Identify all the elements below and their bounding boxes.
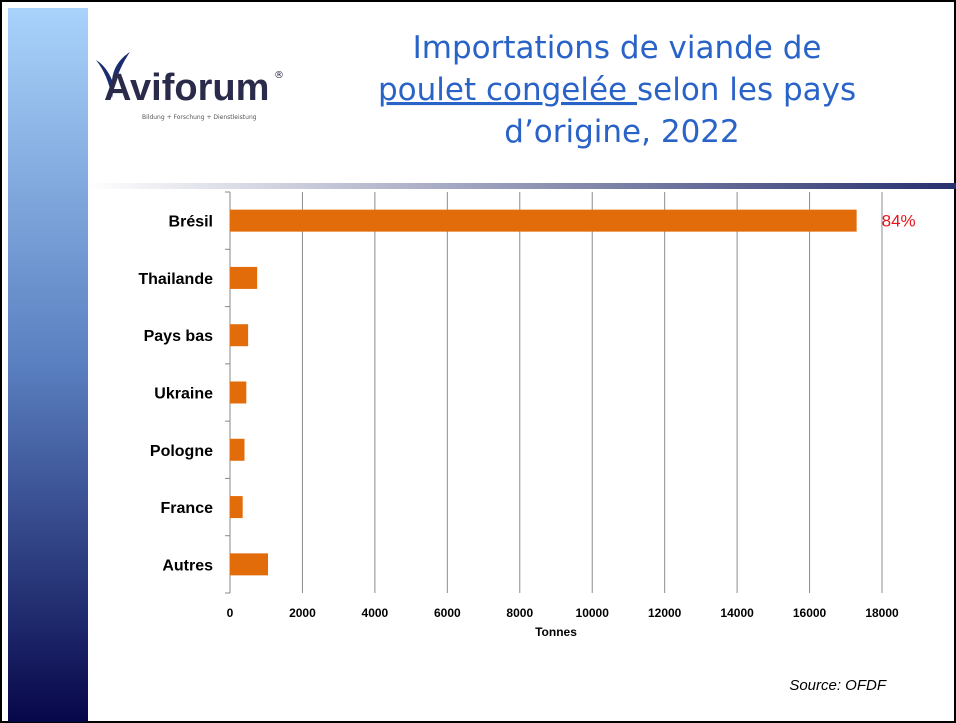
chart-title: Importations de viande de poulet congelé… (378, 30, 866, 150)
side-strip (8, 8, 88, 722)
x-tick-label: 0 (227, 606, 234, 620)
logo-name: Aviforum (104, 67, 269, 109)
logo-swoosh (96, 52, 130, 98)
bar (230, 381, 247, 404)
bar (230, 209, 857, 232)
y-tick-label: Brésil (169, 214, 213, 231)
bar (230, 324, 249, 347)
y-tick-label: Ukraine (154, 386, 213, 403)
x-tick-label: 14000 (720, 606, 754, 620)
x-tick-label: 2000 (289, 606, 316, 620)
y-tick-label: Pays bas (144, 328, 213, 345)
bar (230, 496, 243, 519)
x-tick-label: 10000 (576, 606, 610, 620)
title-underlined: poulet congelée (378, 72, 637, 108)
y-tick-label: France (161, 500, 214, 517)
x-tick-label: 4000 (362, 606, 389, 620)
x-tick-label: 16000 (793, 606, 827, 620)
bar (230, 266, 258, 289)
source-note: Source: OFDF (789, 677, 887, 694)
title-line: Importations de viande de (413, 30, 822, 66)
title-line: selon les pays (637, 72, 856, 108)
logo-registered: ® (274, 70, 284, 81)
logo-tagline: Bildung + Forschung + Dienstleistung (142, 114, 257, 121)
header-rule (88, 183, 956, 189)
x-axis-label: Tonnes (535, 625, 577, 639)
y-tick-label: Autres (162, 557, 213, 574)
bar (230, 438, 245, 461)
bar-annotation: 84% (882, 212, 916, 231)
bar (230, 553, 269, 576)
title-line: d’origine, 2022 (504, 114, 739, 150)
x-tick-label: 8000 (506, 606, 533, 620)
x-tick-label: 12000 (648, 606, 682, 620)
y-tick-label: Pologne (150, 443, 213, 460)
x-tick-label: 6000 (434, 606, 461, 620)
y-tick-label: Thailande (138, 271, 213, 288)
x-tick-label: 18000 (865, 606, 899, 620)
logo: Aviforum ® Bildung + Forschung + Dienstl… (96, 52, 284, 121)
